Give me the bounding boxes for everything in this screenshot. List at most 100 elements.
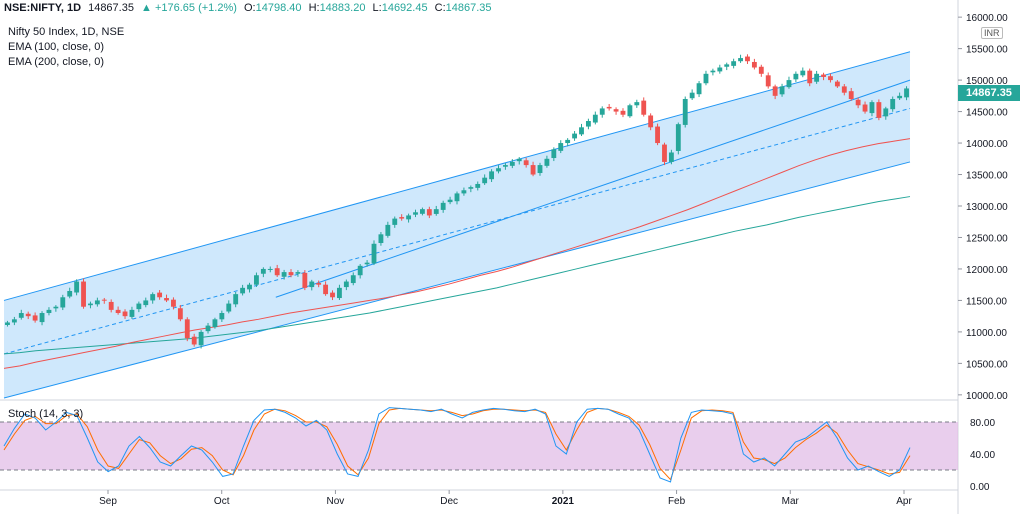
candle-body [613, 109, 619, 112]
price-tick-label: 14500.00 [966, 108, 1008, 119]
candle-body [890, 98, 896, 110]
candle-body [834, 81, 840, 87]
candle-body [399, 217, 405, 219]
candle-body [233, 294, 239, 305]
candle [834, 80, 840, 88]
candle [655, 123, 660, 146]
candle [668, 149, 674, 165]
candle [212, 317, 218, 329]
candle [606, 104, 612, 111]
candle [323, 281, 329, 296]
candle-body [371, 243, 377, 264]
candle [821, 72, 826, 81]
low-label: L: [372, 2, 382, 14]
candle [330, 290, 335, 301]
candle [731, 58, 737, 69]
candle [883, 106, 889, 120]
ema200-legend[interactable]: EMA (200, close, 0) [8, 56, 104, 68]
chart-title[interactable]: Nifty 50 Index, 1D, NSE [8, 26, 125, 38]
stoch-tick-label: 0.00 [970, 482, 990, 493]
price-tick-label: 15000.00 [966, 76, 1008, 87]
candle-body [32, 315, 38, 321]
candle-body [94, 300, 100, 305]
candle [876, 99, 882, 121]
candle-body [288, 272, 294, 276]
candle-body [475, 183, 481, 188]
candle [890, 96, 896, 112]
candle [537, 162, 543, 176]
candle-body [620, 110, 626, 115]
candle [599, 106, 605, 118]
candle-body [530, 165, 536, 175]
candle [516, 157, 522, 165]
price-tick-label: 15500.00 [966, 45, 1008, 56]
time-tick-label: Mar [782, 496, 800, 507]
candle-body [267, 268, 273, 270]
candle-body [641, 100, 647, 115]
candle-body [226, 303, 232, 312]
candle [779, 83, 785, 97]
candle-body [627, 105, 633, 117]
candle [613, 107, 619, 115]
candle [254, 272, 259, 288]
stoch-legend[interactable]: Stoch (14, 3, 3) [8, 408, 84, 420]
open-label: O: [243, 2, 256, 14]
candle [350, 272, 356, 286]
candle-body [254, 275, 259, 285]
candle [53, 305, 59, 312]
candle [385, 221, 391, 238]
candle-body [11, 319, 17, 323]
candle-body [164, 298, 169, 301]
candle [544, 155, 550, 168]
candle [433, 205, 439, 216]
candle [475, 181, 481, 191]
candle [738, 54, 743, 63]
candle [634, 99, 640, 108]
candle-body [240, 287, 246, 294]
candle-body [668, 152, 674, 162]
candle-body [454, 193, 460, 202]
candle-body [143, 300, 149, 306]
candle [461, 187, 467, 196]
candle [357, 264, 363, 279]
candle [482, 174, 488, 185]
candle-body [309, 281, 315, 288]
candle-body [426, 209, 432, 216]
candle-body [468, 187, 474, 189]
stoch-tick-label: 80.00 [970, 418, 995, 429]
candle-body [537, 165, 543, 174]
candle-body [129, 309, 135, 317]
candle-body [378, 234, 384, 244]
candle-body [869, 102, 875, 114]
candle-body [786, 80, 792, 88]
candle [94, 297, 100, 307]
candle-body [343, 281, 349, 288]
candle [579, 123, 584, 136]
currency-badge[interactable]: INR [981, 27, 1003, 39]
ema100-legend[interactable]: EMA (100, close, 0) [8, 41, 104, 53]
candle-body [745, 56, 750, 62]
candle [440, 200, 446, 213]
candle [551, 147, 557, 162]
candle [219, 310, 225, 322]
candle [648, 113, 654, 131]
candle-body [848, 91, 854, 99]
candle [60, 294, 66, 311]
candle [627, 103, 633, 118]
symbol-header: NSE:NIFTY, 1D 14867.35 ▲ +176.65 (+1.2%)… [4, 2, 496, 14]
candle-body [5, 322, 10, 325]
candle [184, 317, 190, 342]
stoch-tick-label: 40.00 [970, 450, 995, 461]
candle [25, 311, 31, 320]
candle [39, 311, 45, 326]
candle-body [696, 83, 702, 95]
candle-body [800, 70, 806, 76]
candle-body [74, 281, 80, 293]
candle-body [731, 61, 737, 66]
candle-body [717, 67, 723, 72]
candle-body [689, 92, 695, 99]
candle-body [136, 303, 142, 310]
candle [419, 207, 425, 216]
symbol-label[interactable]: NSE:NIFTY, 1D [4, 2, 82, 14]
candle-body [592, 114, 598, 123]
